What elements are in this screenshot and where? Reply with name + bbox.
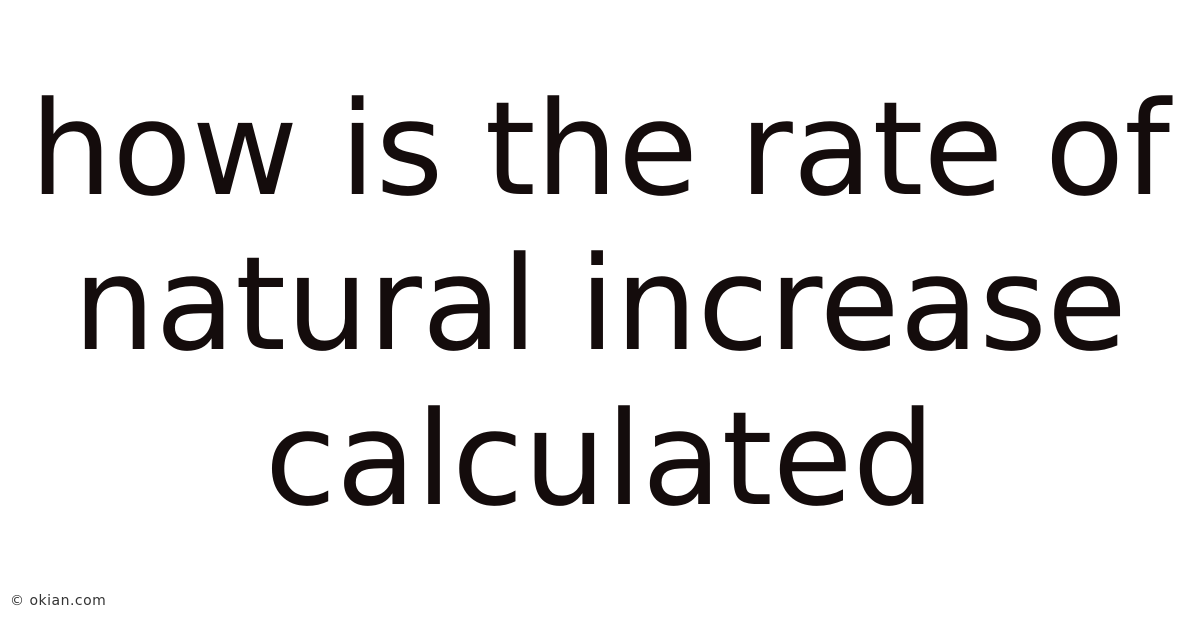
title-line-3: calculated: [264, 383, 936, 535]
title-line-2: natural increase: [73, 228, 1127, 380]
page-title: how is the rate of natural increase calc…: [0, 72, 1200, 537]
site-watermark: © okian.com: [10, 593, 107, 609]
title-line-1: how is the rate of: [29, 73, 1171, 225]
